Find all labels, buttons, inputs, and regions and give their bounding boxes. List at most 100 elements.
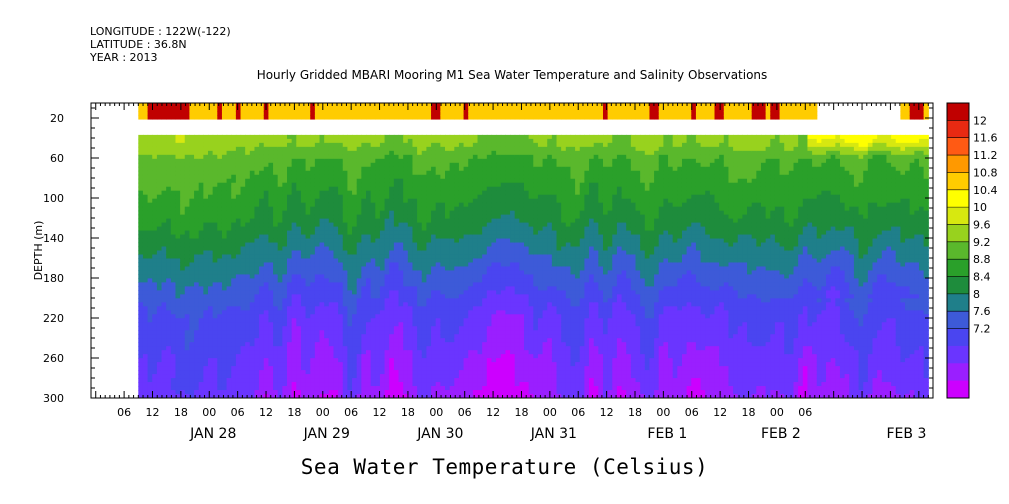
heatmap-cell — [138, 158, 144, 164]
heatmap-cell — [449, 218, 455, 224]
heatmap-cell — [412, 362, 418, 367]
heatmap-cell — [208, 226, 214, 232]
heatmap-cell — [287, 138, 293, 144]
heatmap-cell — [338, 374, 344, 379]
heatmap-cell — [412, 158, 418, 164]
heatmap-cell — [235, 286, 242, 291]
heatmap-cell — [356, 318, 362, 323]
heatmap-cell — [468, 178, 474, 184]
heatmap-cell — [342, 186, 349, 192]
heatmap-cell — [296, 378, 302, 383]
heatmap-cell — [142, 274, 149, 280]
heatmap-cell — [366, 150, 372, 156]
heatmap-cell — [412, 282, 418, 287]
heatmap-cell — [458, 210, 465, 216]
heatmap-cell — [152, 270, 158, 276]
heatmap-cell — [249, 250, 256, 256]
heatmap-cell — [440, 202, 446, 208]
heatmap-cell — [421, 362, 428, 367]
heatmap-cell — [445, 334, 451, 339]
heatmap-cell — [426, 154, 432, 160]
heatmap-cell — [240, 250, 246, 256]
heatmap-cell — [184, 298, 191, 303]
heatmap-cell — [370, 146, 376, 152]
heatmap-cell — [431, 370, 437, 375]
heatmap-cell — [338, 174, 344, 180]
heatmap-cell — [245, 366, 251, 371]
heatmap-cell — [445, 358, 451, 363]
heatmap-cell — [319, 170, 325, 176]
heatmap-cell — [194, 158, 200, 164]
heatmap-cell — [166, 386, 172, 391]
heatmap-cell — [249, 262, 256, 268]
heatmap-cell — [287, 238, 293, 244]
heatmap-cell — [463, 290, 469, 295]
heatmap-cell — [440, 334, 446, 339]
heatmap-cell — [240, 262, 246, 268]
heatmap-cell — [277, 226, 283, 232]
heatmap-cell — [375, 210, 381, 216]
heatmap-cell — [310, 106, 316, 112]
heatmap-cell — [421, 274, 428, 280]
heatmap-cell — [184, 274, 191, 280]
heatmap-cell — [152, 310, 158, 315]
heatmap-cell — [189, 206, 195, 212]
heatmap-cell — [189, 342, 195, 347]
heatmap-cell — [208, 350, 214, 355]
heatmap-cell — [263, 326, 270, 331]
heatmap-cell — [305, 274, 311, 280]
heatmap-cell — [463, 182, 469, 188]
heatmap-cell — [156, 366, 163, 371]
heatmap-cell — [170, 370, 177, 375]
heatmap-cell — [221, 238, 228, 244]
heatmap-cell — [361, 342, 367, 347]
heatmap-cell — [375, 358, 381, 363]
heatmap-cell — [310, 194, 316, 200]
heatmap-cell — [412, 114, 418, 120]
heatmap-cell — [375, 254, 381, 260]
heatmap-cell — [152, 206, 158, 212]
heatmap-cell — [435, 174, 441, 180]
heatmap-cell — [203, 186, 209, 192]
heatmap-cell — [208, 114, 214, 120]
heatmap-cell — [184, 218, 191, 224]
heatmap-cell — [468, 198, 474, 204]
heatmap-cell — [254, 366, 260, 371]
heatmap-cell — [175, 270, 181, 276]
heatmap-cell — [226, 314, 232, 319]
heatmap-cell — [217, 254, 223, 260]
heatmap-cell — [393, 266, 400, 272]
heatmap-cell — [398, 350, 404, 355]
heatmap-cell — [314, 310, 321, 315]
heatmap-cell — [379, 330, 386, 335]
heatmap-cell — [366, 210, 372, 216]
heatmap-cell — [356, 350, 362, 355]
heatmap-cell — [226, 138, 232, 144]
heatmap-cell — [240, 226, 246, 232]
heatmap-cell — [166, 202, 172, 208]
heatmap-cell — [352, 218, 358, 224]
heatmap-cell — [291, 258, 297, 264]
heatmap-cell — [426, 274, 432, 280]
heatmap-cell — [305, 194, 311, 200]
heatmap-cell — [203, 234, 209, 240]
heatmap-cell — [435, 370, 441, 375]
heatmap-cell — [161, 342, 167, 347]
heatmap-cell — [379, 314, 386, 319]
heatmap-cell — [328, 390, 335, 395]
heatmap-cell — [379, 242, 386, 248]
heatmap-cell — [240, 246, 246, 252]
heatmap-cell — [217, 182, 223, 188]
heatmap-cells — [138, 103, 929, 398]
heatmap-cell — [217, 382, 223, 387]
heatmap-cell — [180, 230, 186, 236]
heatmap-cell — [310, 114, 316, 120]
heatmap-cell — [412, 298, 418, 303]
heatmap-cell — [282, 314, 288, 319]
heatmap-cell — [249, 354, 256, 359]
heatmap-cell — [180, 110, 186, 116]
heatmap-cell — [138, 310, 144, 315]
heatmap-cell — [305, 250, 311, 256]
heatmap-cell — [300, 362, 307, 367]
heatmap-cell — [431, 318, 437, 323]
